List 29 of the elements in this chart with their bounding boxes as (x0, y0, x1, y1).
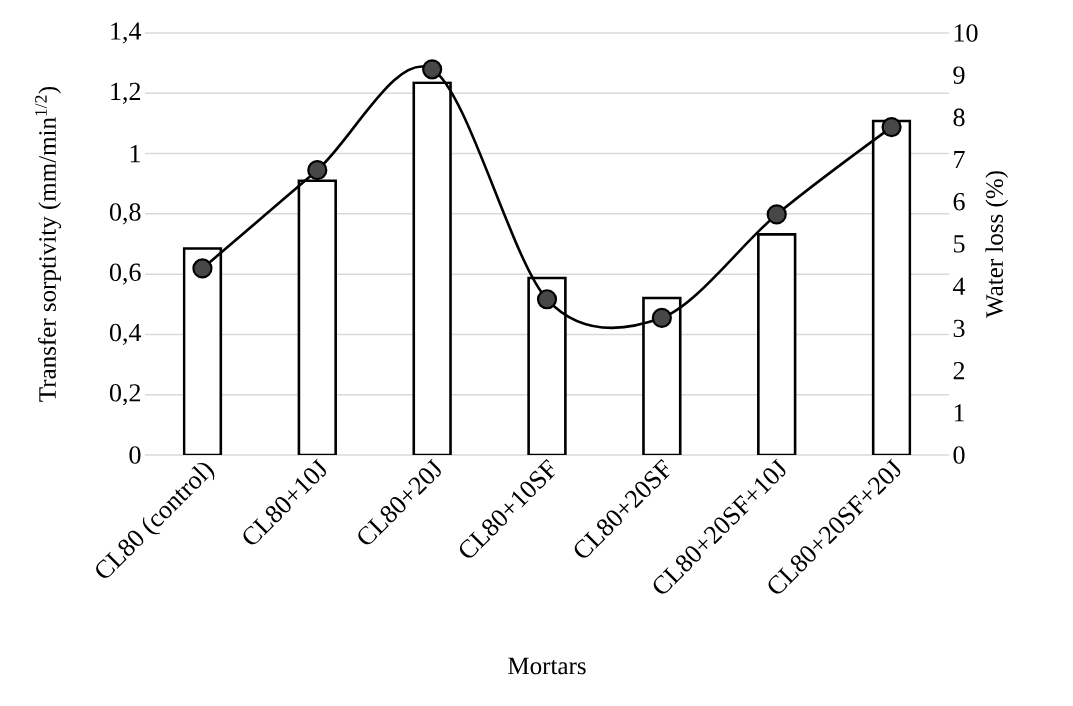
point (766, 204, 787, 225)
y2-tick-label: 8 (953, 108, 965, 127)
y-tick-label: 0,8 (109, 203, 141, 225)
y2-tick-label: 2 (953, 361, 965, 380)
y2-tick-label: 10 (954, 24, 978, 42)
y2-tick-label: 6 (953, 193, 965, 211)
y2-axis-title: Water loss (%) (985, 171, 1009, 318)
y-tick-label: 0 (129, 446, 141, 464)
y2-tick-label: 0 (953, 446, 965, 464)
point (651, 307, 672, 328)
point (881, 117, 902, 138)
y2-tick-label: 7 (954, 151, 965, 169)
y-tick-label: 0,6 (109, 263, 141, 285)
y2-tick-label: 5 (954, 235, 965, 253)
y2-tick-label: 3 (953, 319, 965, 338)
y-tick-label: 1,2 (111, 82, 141, 104)
x-axis-title: Mortars (508, 657, 586, 675)
point (307, 160, 328, 181)
y-tick-label: 0,4 (109, 323, 142, 346)
y-tick-label: 1,4 (111, 22, 142, 44)
point (422, 59, 443, 80)
y-axis-title: Transfer sorptivity (mm/min$^{1/2}$) (35, 86, 62, 402)
y-tick-label: 1 (130, 144, 140, 163)
point (192, 258, 213, 279)
y2-tick-label: 1 (954, 404, 964, 422)
point (536, 289, 558, 310)
y-tick-label: 0,2 (109, 384, 141, 406)
y2-tick-label: 4 (953, 277, 966, 295)
y2-tick-label: 9 (953, 66, 965, 84)
